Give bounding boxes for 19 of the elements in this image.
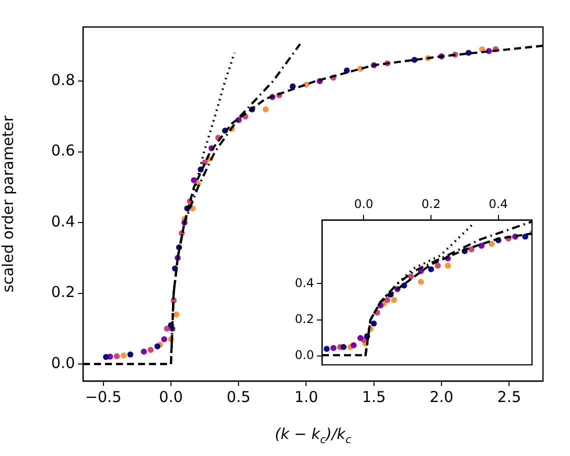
y-tick-label: 0.2	[51, 283, 75, 302]
y-tick-label: 0.8	[51, 71, 75, 89]
x-tick-label: −0.5	[85, 388, 122, 406]
y-tick-label: 0.6	[51, 142, 75, 160]
x-tick-label: 0.2	[421, 196, 441, 211]
x-tick-label: 0.4	[488, 196, 508, 211]
x-tick-label: 2.0	[430, 388, 454, 406]
x-tick-label: 2.5	[497, 388, 522, 406]
y-tick-label: 0.4	[51, 212, 75, 230]
x-tick-label: 0.0	[354, 196, 374, 211]
y-tick-label: 0.2	[294, 312, 314, 326]
x-tick-label: 1.0	[294, 388, 318, 406]
y-axis-title: scaled order parameter	[0, 114, 17, 292]
y-tick-label: 0.0	[51, 354, 75, 372]
x-tick-label: 1.5	[362, 388, 386, 406]
x-tick-label: 0.5	[226, 388, 251, 406]
y-tick-label: 0.0	[294, 348, 314, 362]
x-tick-label: 0.0	[159, 388, 183, 406]
y-tick-label: 0.4	[294, 276, 314, 290]
